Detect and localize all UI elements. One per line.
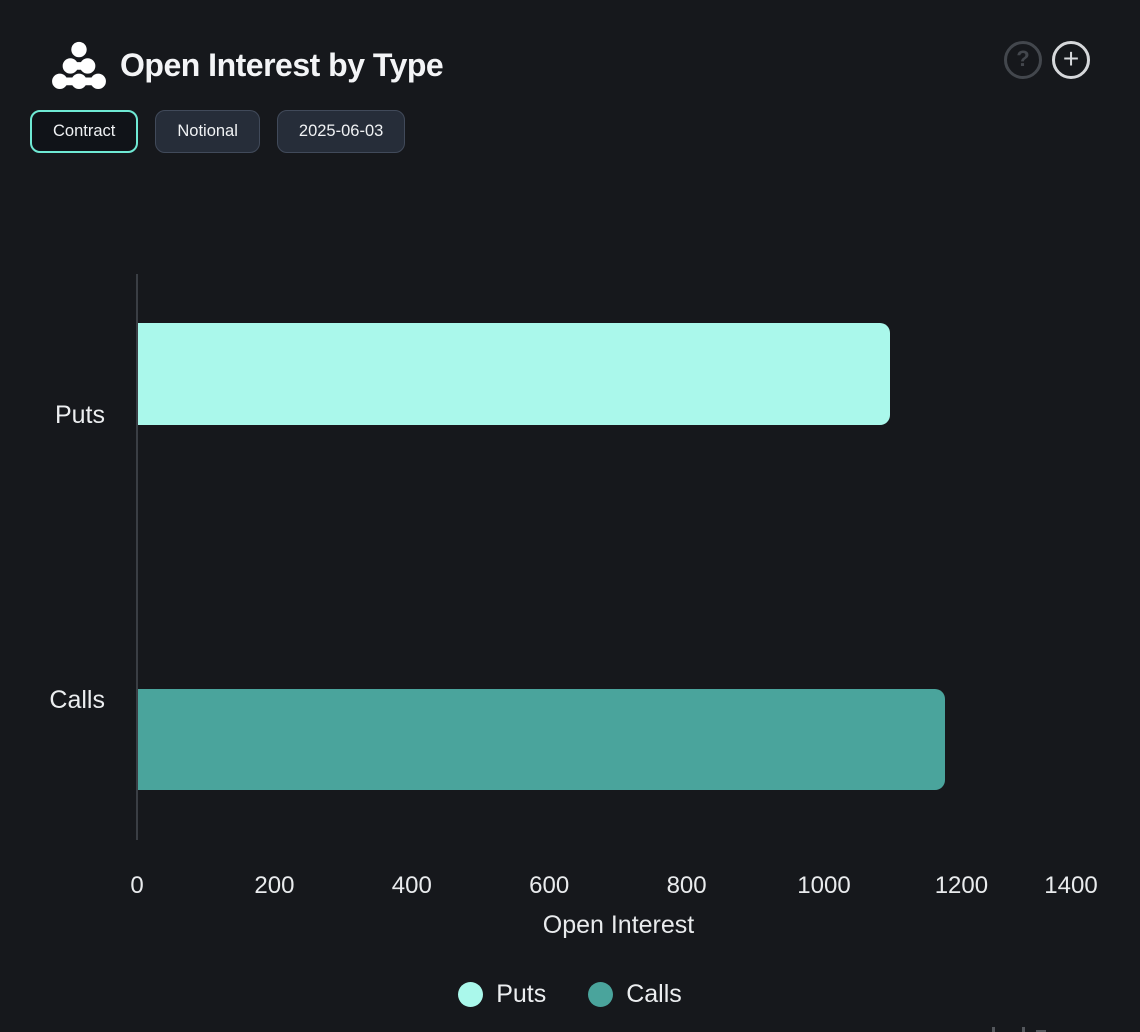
- x-tick-label: 0: [130, 872, 144, 899]
- legend-item-calls[interactable]: Calls: [588, 980, 682, 1008]
- contract-toggle-button[interactable]: Contract: [30, 110, 139, 153]
- legend-color-dot: [588, 981, 614, 1007]
- y-category-label-calls: Calls: [49, 686, 105, 714]
- legend-color-dot: [458, 981, 484, 1007]
- help-button[interactable]: ?: [1004, 41, 1042, 79]
- x-tick-label: 1400: [1044, 872, 1098, 899]
- puts-bar[interactable]: [138, 323, 890, 425]
- clipped-edge-artifact: [988, 1027, 1068, 1032]
- dots-triangle-logo: [52, 41, 106, 90]
- page-title: Open Interest by Type: [120, 47, 444, 83]
- plus-icon: +: [1062, 43, 1080, 74]
- legend-label: Calls: [626, 980, 682, 1008]
- calls-bar[interactable]: [138, 689, 945, 790]
- y-category-label-puts: Puts: [54, 401, 105, 429]
- toggle-group: Contract Notional 2025-06-03: [30, 110, 406, 153]
- add-button[interactable]: +: [1052, 41, 1090, 79]
- x-axis-title: Open Interest: [542, 911, 695, 939]
- expiry-date-button[interactable]: 2025-06-03: [276, 110, 406, 153]
- question-mark-icon: ?: [1016, 46, 1030, 71]
- chart-legend: Puts Calls: [0, 980, 1140, 1008]
- x-tick-label: 200: [254, 872, 295, 899]
- notional-toggle-button[interactable]: Notional: [155, 110, 260, 153]
- legend-label: Puts: [496, 980, 547, 1008]
- x-tick-label: 800: [666, 872, 707, 899]
- x-tick-label: 400: [391, 872, 432, 899]
- x-tick-label: 600: [529, 872, 570, 899]
- x-tick-label: 1200: [934, 872, 989, 899]
- legend-item-puts[interactable]: Puts: [458, 980, 546, 1008]
- y-axis-line: [136, 274, 138, 840]
- x-tick-label: 1000: [797, 872, 851, 899]
